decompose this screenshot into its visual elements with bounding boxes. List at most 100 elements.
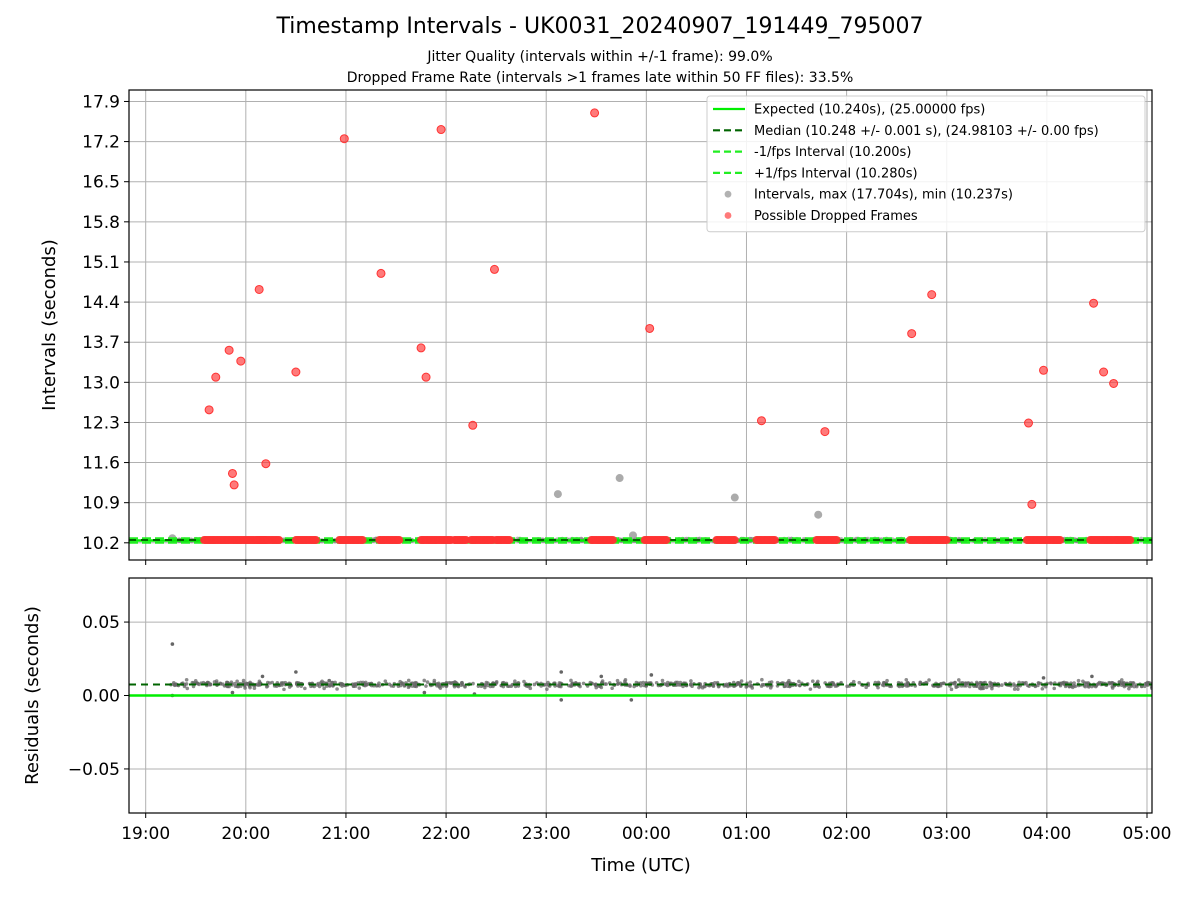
y-axis-label: Intervals (seconds) [39, 239, 60, 411]
residual-point [689, 679, 693, 683]
residuals-panel: 19:00 20:00 21:00 22:00 23:00 00:00 01:00 02:00… [22, 577, 1171, 844]
residual-point [377, 681, 381, 685]
legend: Expected (10.240s), (25.00000 fps) Median… [706, 95, 1146, 233]
residual-point [660, 678, 665, 683]
y-tick-label: 10.9 [82, 494, 120, 514]
residual-point [942, 681, 946, 686]
residual-point [174, 682, 178, 687]
residual-point [1090, 674, 1094, 679]
residual-point [399, 681, 404, 686]
y-axis-label: Residuals (seconds) [22, 606, 43, 785]
x-tick-label: 02:00 [822, 824, 871, 844]
residual-point [287, 685, 292, 689]
residual-point [629, 698, 634, 702]
residual-point [559, 698, 564, 702]
residual-point [486, 681, 490, 686]
residual-point [1013, 684, 1017, 688]
dropped-frame-point [339, 134, 349, 144]
residual-point [1132, 684, 1137, 689]
y-tick-label: 11.6 [82, 454, 120, 474]
y-tick-label: 13.0 [82, 373, 120, 393]
x-tick-label: 00:00 [622, 824, 671, 844]
residual-point [967, 684, 972, 689]
dropped-frame-point [227, 468, 237, 478]
dropped-frame-point [645, 323, 655, 333]
residual-point [526, 684, 531, 689]
residual-point [739, 679, 744, 683]
legend-box [706, 95, 1146, 233]
residual-point [195, 681, 199, 685]
plot-marks [129, 108, 1152, 545]
residual-point [744, 685, 749, 689]
residual-point [924, 680, 928, 685]
dropped-frame-point [1056, 536, 1065, 545]
dropped-frame-point [1039, 365, 1049, 375]
residual-point [357, 686, 362, 690]
x-tick-label: 23:00 [522, 824, 571, 844]
residual-point [1143, 681, 1148, 686]
dropped-frame-point [395, 536, 404, 545]
dropped-frame-point [254, 284, 264, 294]
residual-point [768, 686, 773, 690]
residual-point [509, 684, 514, 689]
residual-point [632, 684, 636, 689]
dropped-frame-point [662, 536, 671, 545]
residual-point [1025, 683, 1030, 688]
y-tick-label: 10.2 [82, 534, 120, 554]
dropped-frame-point [291, 367, 301, 377]
interval-point [730, 493, 739, 502]
residual-point [1090, 684, 1094, 689]
dropped-frame-point [505, 536, 514, 545]
residual-point [522, 679, 526, 684]
residual-point [599, 685, 604, 690]
residual-point [1081, 679, 1085, 684]
residual-point [303, 686, 307, 691]
residual-point [641, 680, 646, 685]
residual-point [559, 670, 564, 674]
residual-point [471, 681, 475, 686]
dropped-frame-point [436, 125, 446, 135]
y-tick-label: 16.5 [82, 173, 120, 193]
dropped-frame-point [358, 536, 367, 545]
dropped-frame-point [1099, 367, 1109, 377]
residual-point [280, 683, 284, 687]
residual-point [845, 684, 849, 689]
chart-subtitle-dropped: Dropped Frame Rate (intervals >1 frames … [346, 70, 854, 86]
residual-point [977, 686, 982, 690]
residual-point [1127, 686, 1131, 691]
intervals-panel: 10.2 10.9 11.6 12.3 13.0 13.7 14.4 15.1 15.8 16.5… [39, 89, 1153, 565]
residual-point [1072, 681, 1076, 685]
dropped-frame-point [907, 329, 917, 339]
residual-point [904, 677, 909, 682]
dropped-frame-point [820, 427, 830, 437]
residual-point [252, 686, 257, 691]
dropped-frame-point [211, 372, 221, 382]
y-tick-label: 15.8 [82, 213, 120, 233]
residual-point [327, 683, 332, 688]
residual-point [569, 683, 574, 688]
residual-point [235, 679, 239, 684]
dropped-frame-point [236, 356, 246, 366]
residual-point [1040, 686, 1045, 691]
residual-point [981, 686, 986, 691]
y-tick-label: 17.9 [82, 92, 120, 112]
residual-point [406, 678, 411, 683]
residual-point [1024, 680, 1028, 685]
residual-point [1041, 676, 1046, 680]
residual-point [265, 680, 270, 685]
dropped-frame-point [376, 268, 386, 278]
x-tick-label: 05:00 [1122, 824, 1171, 844]
interval-point [814, 510, 823, 519]
residual-point [513, 679, 517, 683]
residual-point [690, 684, 694, 689]
residual-points [169, 642, 1152, 702]
residual-point [956, 678, 961, 682]
residual-point [459, 681, 464, 685]
residual-point [1062, 680, 1066, 685]
legend-entry: Expected (10.240s), (25.00000 fps) [754, 103, 985, 118]
x-tick-label: 19:00 [121, 824, 170, 844]
residual-point [634, 680, 639, 685]
residual-point [678, 680, 683, 685]
residual-point [760, 682, 765, 687]
residual-point [731, 680, 736, 685]
